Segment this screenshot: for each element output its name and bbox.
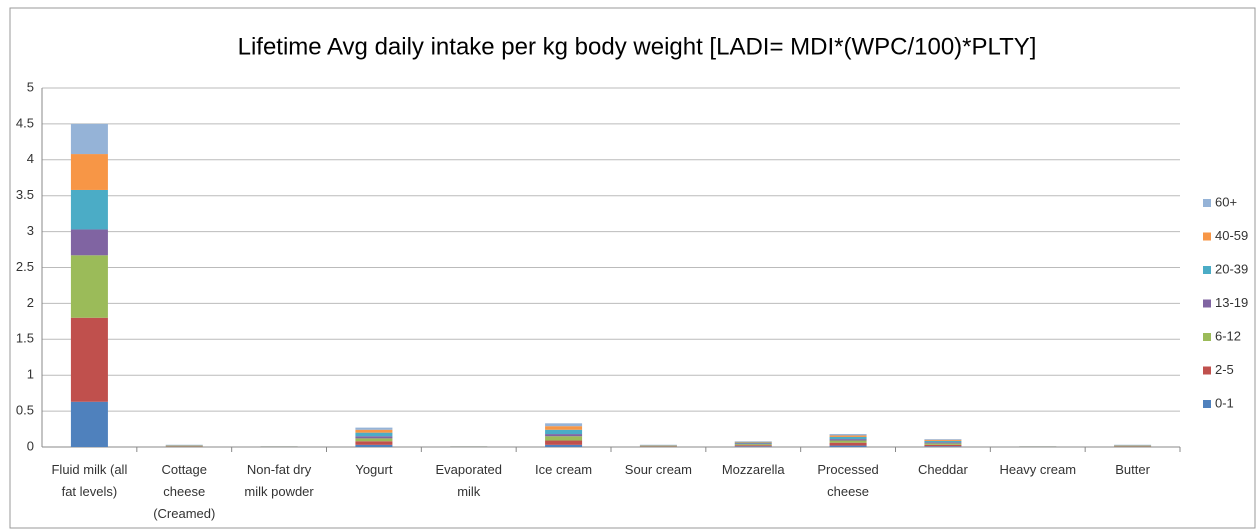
bar-segment bbox=[545, 440, 583, 445]
legend-swatch bbox=[1203, 333, 1211, 341]
bar-segment bbox=[355, 441, 393, 445]
bar-segment bbox=[70, 229, 108, 256]
bar-segment bbox=[545, 436, 583, 441]
x-tick-label: Butter bbox=[1115, 462, 1150, 477]
y-tick-label: 4.5 bbox=[16, 115, 34, 130]
legend-swatch bbox=[1203, 299, 1211, 308]
bar-segment bbox=[924, 439, 962, 440]
legend-label: 2-5 bbox=[1215, 362, 1234, 377]
x-tick-label: Processed cheese bbox=[817, 462, 879, 499]
legend-swatch bbox=[1203, 199, 1211, 207]
y-tick-label: 0.5 bbox=[16, 403, 34, 418]
bar-segment bbox=[734, 441, 772, 443]
x-tick-label: Ice cream bbox=[535, 462, 593, 477]
x-tick-label: Heavy cream bbox=[999, 462, 1077, 477]
bar-segment bbox=[924, 446, 962, 447]
bar-segment bbox=[355, 438, 393, 442]
bar-segment bbox=[70, 189, 108, 230]
legend-swatch bbox=[1203, 366, 1211, 375]
bar-segment bbox=[545, 423, 583, 427]
bar-segment bbox=[355, 432, 393, 437]
bar-segment bbox=[545, 434, 583, 437]
bar-segment bbox=[70, 154, 108, 190]
bar-segment bbox=[734, 445, 772, 447]
legend-label: 6-12 bbox=[1215, 328, 1241, 343]
bar-segment bbox=[924, 440, 962, 443]
bar-segment bbox=[355, 444, 393, 447]
bar-segment bbox=[829, 439, 867, 441]
y-tick-label: 3.5 bbox=[16, 187, 34, 202]
bar-segment bbox=[355, 427, 393, 430]
bar-segment bbox=[924, 443, 962, 445]
bar-segment bbox=[355, 436, 393, 439]
y-tick-label: 4 bbox=[27, 151, 34, 166]
bar-segment bbox=[734, 443, 772, 445]
bar-segment bbox=[70, 401, 108, 447]
bar-segment bbox=[829, 436, 867, 440]
x-tick-label: Fluid milk (all fat levels) bbox=[51, 462, 128, 499]
bar-segment bbox=[734, 446, 772, 447]
bar-segment bbox=[355, 429, 393, 433]
y-tick-label: 1.5 bbox=[16, 331, 34, 346]
bar-segment bbox=[829, 434, 867, 436]
bar-segment bbox=[545, 426, 583, 430]
x-tick-label: Sour cream bbox=[624, 462, 692, 477]
bar-segment bbox=[70, 255, 108, 318]
y-tick-label: 1 bbox=[27, 367, 34, 382]
bar-segment bbox=[734, 441, 772, 442]
legend-label: 0-1 bbox=[1215, 395, 1234, 410]
bar-segment bbox=[70, 123, 108, 155]
y-tick-label: 2 bbox=[27, 295, 34, 310]
legend-label: 60+ bbox=[1215, 194, 1237, 209]
y-tick-label: 2.5 bbox=[16, 259, 34, 274]
legend-label: 20-39 bbox=[1215, 261, 1248, 276]
y-tick-label: 3 bbox=[27, 223, 34, 238]
y-tick-label: 0 bbox=[27, 438, 34, 453]
legend-label: 13-19 bbox=[1215, 295, 1248, 310]
legend-swatch bbox=[1203, 266, 1211, 274]
bar-segment bbox=[829, 445, 867, 447]
bar-segment bbox=[70, 317, 108, 402]
bar-segment bbox=[829, 440, 867, 443]
bar-segment bbox=[829, 435, 867, 437]
legend-label: 40-59 bbox=[1215, 228, 1248, 243]
chart-title: Lifetime Avg daily intake per kg body we… bbox=[238, 33, 1037, 60]
bar-segment bbox=[924, 444, 962, 447]
x-tick-label: Yogurt bbox=[355, 462, 393, 477]
bar-segment bbox=[924, 442, 962, 444]
bar-segment bbox=[545, 429, 583, 435]
legend-swatch bbox=[1203, 400, 1211, 408]
bar-segment bbox=[734, 442, 772, 444]
x-tick-label: Mozzarella bbox=[721, 462, 785, 477]
legend-swatch bbox=[1203, 232, 1211, 241]
bar-segment bbox=[924, 439, 962, 441]
x-tick-label: Evaporated milk bbox=[435, 462, 503, 499]
x-tick-label: Cottage cheese (Creamed) bbox=[153, 462, 216, 521]
bar-segment bbox=[545, 444, 583, 447]
x-tick-label: Non-fat dry milk powder bbox=[244, 462, 314, 499]
bar-segment bbox=[829, 442, 867, 446]
y-tick-label: 5 bbox=[27, 79, 34, 94]
bar-segment bbox=[734, 444, 772, 446]
x-tick-label: Cheddar bbox=[917, 462, 968, 477]
